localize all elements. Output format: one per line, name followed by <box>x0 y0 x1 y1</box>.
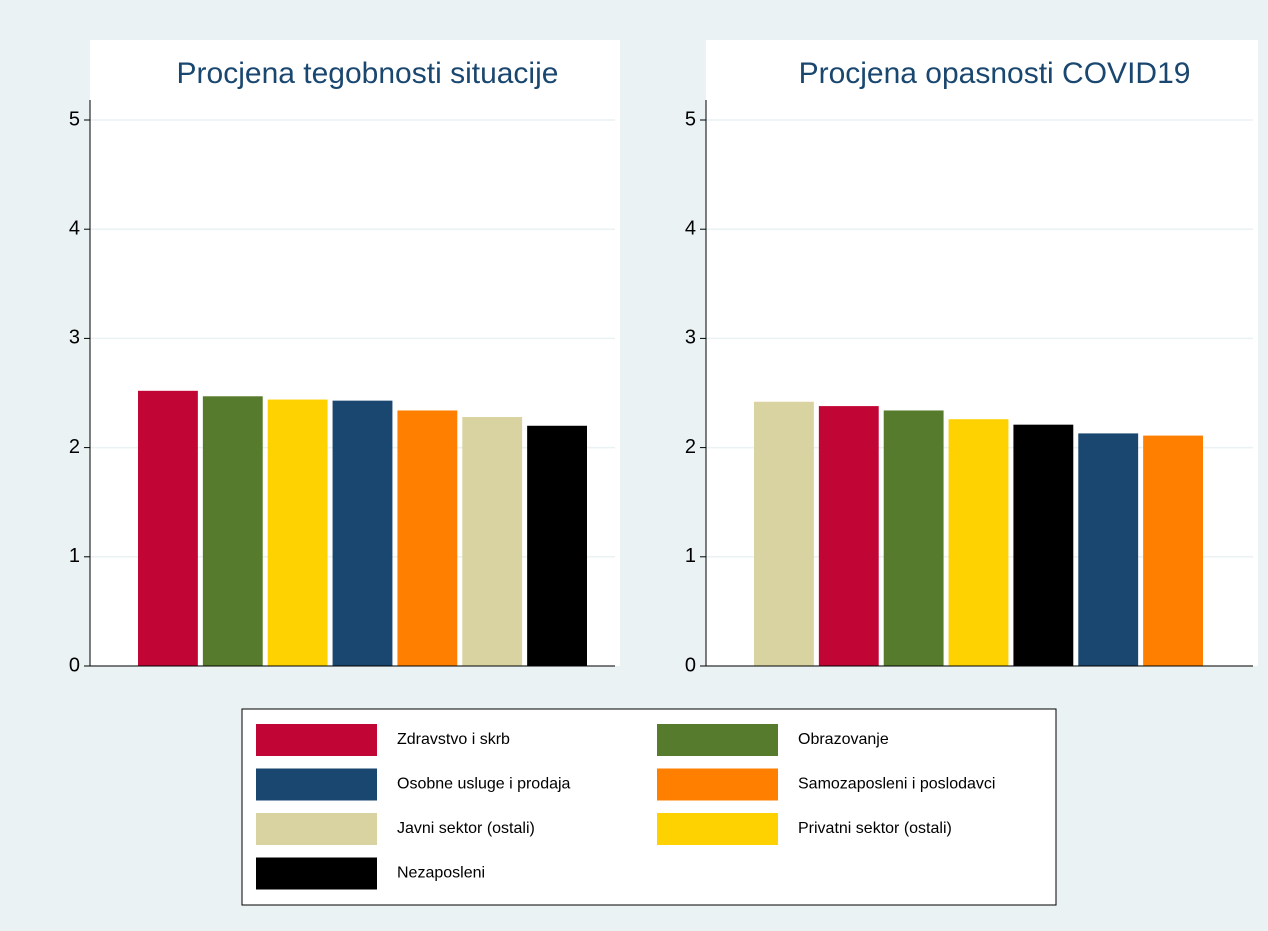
y-tick-label: 0 <box>69 654 80 676</box>
y-tick-label: 4 <box>69 217 80 239</box>
legend-swatch <box>657 724 778 756</box>
bar <box>1013 424 1074 666</box>
y-tick-label: 5 <box>685 108 696 130</box>
y-tick-label: 2 <box>69 436 80 458</box>
legend-swatch <box>657 813 778 845</box>
legend-swatch <box>256 724 377 756</box>
bar <box>397 410 458 666</box>
legend-label: Javni sektor (ostali) <box>397 820 535 837</box>
legend-label: Osobne usluge i prodaja <box>397 776 571 793</box>
bar <box>202 396 263 666</box>
legend-label: Privatni sektor (ostali) <box>798 820 952 837</box>
y-tick-label: 3 <box>69 327 80 349</box>
y-tick-label: 3 <box>685 327 696 349</box>
y-tick-label: 5 <box>69 108 80 130</box>
y-tick-label: 2 <box>685 436 696 458</box>
bar <box>462 417 523 666</box>
bar <box>1078 433 1139 666</box>
bar <box>332 400 393 666</box>
legend-swatch <box>256 768 377 801</box>
bar <box>1143 435 1203 666</box>
bar <box>754 401 814 666</box>
legend-box <box>241 708 1057 906</box>
y-tick-label: 1 <box>69 545 80 567</box>
bar <box>818 406 879 666</box>
legend-label: Zdravstvo i skrb <box>397 731 510 748</box>
legend-label: Nezaposleni <box>397 865 485 882</box>
legend-swatch <box>256 857 377 890</box>
bar <box>267 399 328 666</box>
chart-title: Procjena tegobnosti situacije <box>177 57 559 90</box>
legend-label: Obrazovanje <box>798 731 889 748</box>
y-tick-label: 0 <box>685 654 696 676</box>
legend-label: Samozaposleni i poslodavci <box>798 776 995 793</box>
bar <box>883 410 944 666</box>
y-tick-label: 4 <box>685 217 696 239</box>
legend-swatch <box>256 813 377 845</box>
legend-swatch <box>657 768 778 801</box>
bar <box>948 419 1009 666</box>
y-tick-label: 1 <box>685 545 696 567</box>
chart-title: Procjena opasnosti COVID19 <box>799 57 1191 90</box>
bar <box>527 425 587 666</box>
bar <box>138 390 198 666</box>
